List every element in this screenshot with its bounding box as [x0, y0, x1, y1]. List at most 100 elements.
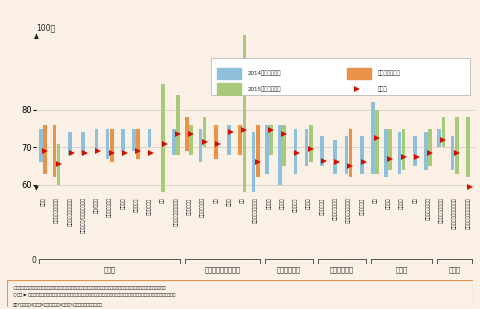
Bar — [375, 110, 379, 174]
Bar — [424, 132, 428, 170]
Bar — [106, 129, 109, 159]
Bar — [442, 117, 445, 147]
Text: カフェ: カフェ — [227, 197, 231, 206]
Text: ○棒グラフの上端にその業種・業態において最も顧客満足度が高い企業・ブランド、下端に最も低い企業・ブランドが位置する。: ○棒グラフの上端にその業種・業態において最も顧客満足度が高い企業・ブランド、下端… — [13, 286, 166, 290]
FancyBboxPatch shape — [7, 280, 473, 307]
Text: 生活関連サービス: 生活関連サービス — [333, 197, 338, 220]
Bar — [345, 136, 348, 174]
Bar — [227, 125, 231, 155]
Text: 近距離交通: 近距離交通 — [293, 197, 298, 212]
Bar — [95, 129, 98, 151]
Text: 2015年度調査業種: 2015年度調査業種 — [247, 86, 281, 92]
Text: 百貨店: 百貨店 — [41, 197, 46, 206]
Text: 国内航空: 国内航空 — [280, 197, 285, 209]
Text: 0: 0 — [32, 256, 36, 265]
Bar — [437, 129, 441, 147]
Bar — [176, 95, 180, 155]
Bar — [305, 129, 309, 166]
Text: 旅行: 旅行 — [240, 197, 245, 203]
Bar — [147, 129, 151, 147]
Text: 小売系: 小売系 — [104, 266, 116, 273]
Bar — [466, 117, 470, 177]
Text: 飲食: 飲食 — [213, 197, 218, 203]
Text: 家電量販店/ホームセンター: 家電量販店/ホームセンター — [81, 197, 85, 234]
Bar — [190, 125, 193, 155]
Bar — [309, 125, 312, 163]
Text: 自動車販売店: 自動車販売店 — [147, 197, 152, 214]
Bar — [214, 125, 217, 159]
Bar — [68, 132, 72, 155]
Text: クレジットカード: クレジットカード — [426, 197, 431, 220]
Bar — [110, 129, 114, 163]
Bar — [348, 68, 372, 79]
Bar — [455, 117, 458, 174]
Bar — [132, 129, 136, 151]
Text: 金融系: 金融系 — [396, 266, 408, 273]
Bar — [384, 129, 388, 177]
Text: インターネットサービス: インターネットサービス — [452, 197, 457, 229]
Bar — [402, 129, 406, 170]
Text: フィットネスクラブ: フィットネスクラブ — [346, 197, 351, 223]
Bar — [57, 144, 60, 185]
Text: その他: その他 — [449, 266, 461, 273]
Bar — [269, 125, 273, 155]
Bar — [121, 129, 125, 151]
Text: 宅配サービス: 宅配サービス — [320, 197, 324, 214]
Text: 教育サービス: 教育サービス — [359, 197, 364, 214]
Text: 通信・物流系: 通信・物流系 — [277, 266, 301, 273]
Text: 生命保険: 生命保険 — [386, 197, 391, 209]
Text: ノンバンク（特別調査）: ノンバンク（特別調査） — [466, 197, 470, 229]
Text: 通販: 通販 — [160, 197, 165, 203]
Text: 国際航空: 国際航空 — [266, 197, 271, 209]
Text: 2014年度調査業種: 2014年度調査業種 — [247, 70, 281, 76]
Bar — [294, 129, 297, 174]
Bar — [44, 125, 47, 174]
Bar — [413, 136, 417, 166]
Bar — [199, 129, 203, 163]
Bar — [388, 129, 392, 170]
Text: 銀行: 銀行 — [372, 197, 377, 203]
Bar — [136, 129, 140, 159]
Text: エンタテインメント: エンタテインメント — [253, 197, 258, 223]
Text: コンビニエンスストア: コンビニエンスストア — [67, 197, 72, 226]
Text: 携帯電話: 携帯電話 — [306, 197, 311, 209]
Bar — [451, 136, 455, 170]
Bar — [217, 83, 241, 95]
Text: 今回発表の業種: 今回発表の業種 — [378, 70, 401, 76]
Bar — [282, 125, 286, 166]
Text: 生協/食料品: 生協/食料品 — [94, 197, 99, 213]
Bar — [320, 136, 324, 166]
Bar — [39, 129, 43, 163]
Bar — [217, 68, 241, 79]
Bar — [161, 83, 165, 193]
Text: が7社あれて4番目、8番目であれて4番目と5番目の中間が中央値）。: が7社あれて4番目、8番目であれて4番目と5番目の中間が中央値）。 — [13, 302, 103, 306]
Text: 事業者向けサービス: 事業者向けサービス — [439, 197, 444, 223]
Text: ビジネスホテル: ビジネスホテル — [200, 197, 205, 218]
Bar — [172, 129, 176, 155]
Text: ○矢印 ▶ は、各業種・業態の調査対象企業・ブランドを順番に並べた際、ちょうど中間に位置づけられる業種中央値（業種内の企業数: ○矢印 ▶ は、各業種・業態の調査対象企業・ブランドを順番に並べた際、ちょうど中… — [13, 294, 175, 298]
Bar — [371, 102, 375, 174]
Text: 観光・飲食・交通系: 観光・飲食・交通系 — [204, 266, 240, 273]
Bar — [428, 129, 432, 166]
Text: ドラッグストア: ドラッグストア — [107, 197, 112, 218]
Bar — [242, 35, 246, 193]
Bar — [185, 117, 189, 151]
Text: 健康・教育系: 健康・教育系 — [330, 266, 354, 273]
Bar — [239, 125, 242, 155]
Text: 各種専門店: 各種専門店 — [134, 197, 139, 212]
Bar — [53, 125, 56, 177]
Bar — [256, 125, 260, 177]
Bar — [81, 132, 85, 155]
Bar — [278, 125, 282, 185]
Bar — [348, 129, 352, 177]
Text: 衣料品店: 衣料品店 — [120, 197, 125, 209]
Text: 証券: 証券 — [412, 197, 417, 203]
Text: スーパーマーケット: スーパーマーケット — [54, 197, 59, 223]
Bar — [360, 136, 364, 174]
Bar — [252, 132, 255, 193]
Text: 中央値: 中央値 — [378, 86, 388, 92]
Text: シティホテル: シティホテル — [187, 197, 192, 214]
Bar — [265, 125, 269, 174]
Text: 100点: 100点 — [36, 24, 56, 33]
Bar — [397, 132, 401, 174]
